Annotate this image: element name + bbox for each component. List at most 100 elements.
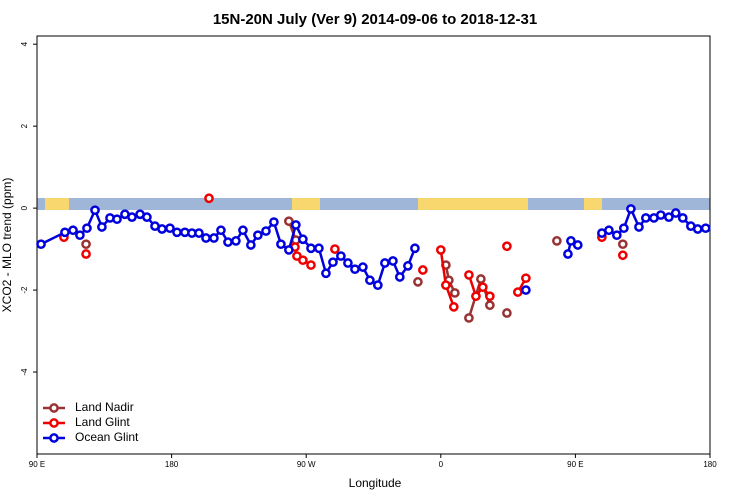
x-tick-label: 180 bbox=[165, 460, 179, 469]
x-tick-label: 180 bbox=[703, 460, 717, 469]
series-line bbox=[40, 205, 706, 288]
point bbox=[165, 223, 175, 234]
point bbox=[358, 262, 368, 272]
point bbox=[75, 230, 85, 241]
map-strip bbox=[37, 198, 710, 210]
point bbox=[664, 212, 674, 222]
point bbox=[619, 223, 629, 234]
legend-marker bbox=[49, 433, 59, 443]
point bbox=[343, 258, 353, 268]
point bbox=[572, 240, 583, 250]
point bbox=[306, 260, 316, 270]
point bbox=[306, 243, 316, 254]
point bbox=[68, 225, 78, 236]
point bbox=[231, 236, 241, 246]
point bbox=[418, 265, 428, 275]
point bbox=[692, 224, 703, 234]
point bbox=[157, 224, 167, 234]
point bbox=[448, 302, 459, 312]
point bbox=[634, 222, 644, 232]
legend-label: Ocean Glint bbox=[75, 430, 139, 444]
point bbox=[700, 223, 711, 234]
point bbox=[502, 308, 512, 318]
point bbox=[563, 249, 573, 259]
point bbox=[194, 228, 204, 238]
point bbox=[640, 213, 651, 223]
y-tick-label: -2 bbox=[20, 286, 29, 294]
point bbox=[476, 274, 486, 284]
y-tick-label: 2 bbox=[20, 123, 29, 128]
point bbox=[261, 226, 271, 236]
point bbox=[112, 214, 122, 225]
point bbox=[512, 287, 523, 297]
point bbox=[403, 261, 413, 271]
x-tick-label: 90 E bbox=[29, 460, 45, 469]
point bbox=[521, 273, 531, 284]
point bbox=[435, 245, 446, 255]
point bbox=[209, 233, 219, 243]
point bbox=[298, 255, 308, 266]
legend-marker bbox=[49, 403, 59, 413]
point bbox=[380, 258, 390, 268]
y-tick-label: -4 bbox=[20, 368, 29, 376]
point bbox=[321, 268, 331, 279]
point bbox=[216, 225, 226, 236]
point bbox=[276, 239, 286, 250]
point bbox=[142, 212, 152, 222]
point bbox=[655, 210, 666, 220]
point bbox=[372, 280, 383, 291]
point bbox=[223, 237, 233, 247]
point bbox=[471, 291, 481, 302]
point bbox=[291, 220, 301, 230]
point bbox=[90, 205, 100, 216]
point bbox=[464, 270, 474, 280]
point bbox=[253, 230, 263, 241]
point bbox=[246, 240, 256, 250]
legend-marker bbox=[49, 418, 59, 428]
chart-title: 15N-20N July (Ver 9) 2014-09-06 to 2018-… bbox=[213, 11, 537, 28]
point bbox=[485, 300, 495, 311]
point bbox=[677, 213, 688, 223]
legend-label: Land Nadir bbox=[75, 400, 134, 414]
point bbox=[626, 204, 636, 214]
x-tick-label: 90 W bbox=[297, 460, 316, 469]
point bbox=[36, 239, 46, 250]
point bbox=[617, 250, 628, 261]
legend-label: Land Glint bbox=[75, 415, 130, 429]
point bbox=[350, 264, 360, 275]
x-tick-label: 90 E bbox=[567, 460, 583, 469]
point bbox=[60, 227, 70, 238]
point bbox=[314, 243, 324, 254]
point bbox=[81, 249, 91, 259]
point bbox=[365, 275, 375, 286]
point bbox=[284, 216, 294, 227]
point bbox=[502, 241, 512, 252]
point bbox=[269, 217, 279, 227]
point bbox=[336, 251, 346, 261]
point bbox=[204, 193, 214, 204]
x-axis-label: Longitude bbox=[349, 476, 402, 490]
point bbox=[330, 244, 340, 254]
point bbox=[394, 272, 405, 282]
point bbox=[238, 225, 248, 236]
point bbox=[464, 313, 474, 323]
point bbox=[127, 212, 137, 222]
point bbox=[201, 233, 211, 243]
y-tick-label: 4 bbox=[20, 41, 29, 46]
point bbox=[552, 236, 562, 246]
point bbox=[441, 280, 451, 291]
point bbox=[172, 227, 182, 238]
point bbox=[388, 256, 398, 266]
point bbox=[521, 285, 531, 295]
plot-frame bbox=[36, 35, 711, 455]
point bbox=[81, 239, 91, 250]
point bbox=[611, 230, 622, 241]
point bbox=[670, 208, 681, 218]
x-tick-label: 0 bbox=[439, 460, 444, 469]
y-tick-label: 0 bbox=[20, 205, 29, 210]
point bbox=[413, 277, 423, 287]
point bbox=[477, 282, 488, 293]
y-axis-label: XCO2 - MLO trend (ppm) bbox=[0, 178, 14, 313]
point bbox=[566, 236, 576, 246]
